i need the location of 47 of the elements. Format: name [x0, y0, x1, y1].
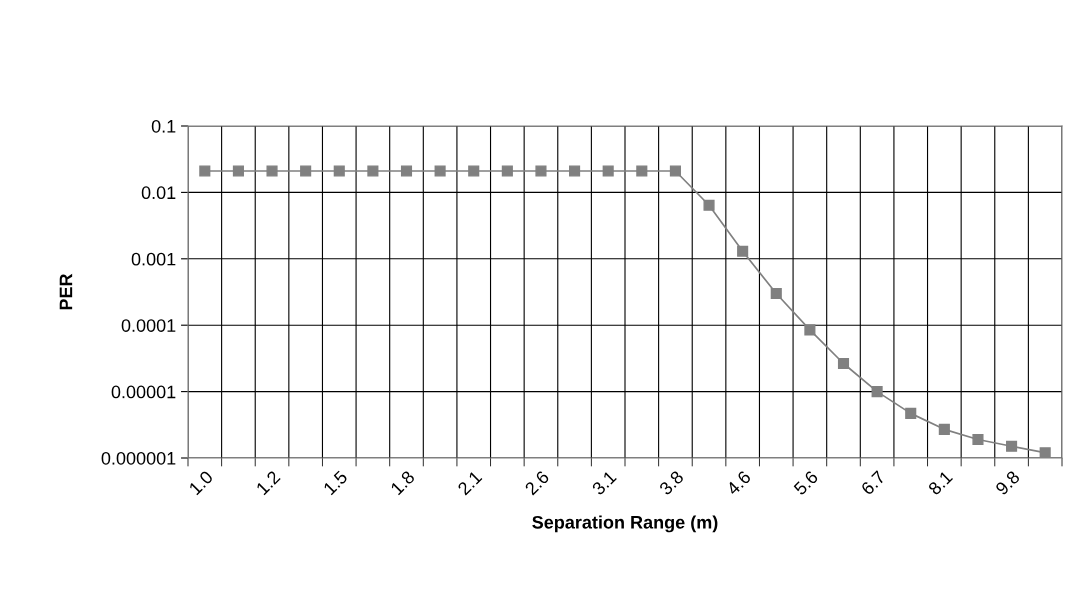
y-tick-label: 0.00001 — [111, 385, 176, 399]
point — [1039, 447, 1051, 458]
point — [804, 324, 816, 336]
point — [938, 423, 950, 435]
y-axis-title: PER — [59, 273, 73, 310]
point — [770, 287, 782, 300]
point — [468, 165, 480, 177]
point — [266, 165, 278, 177]
x-tick-label: 5.6 — [792, 470, 819, 496]
x-tick-label: 6.7 — [860, 470, 886, 496]
x-tick-label: 1.2 — [255, 470, 281, 496]
point — [333, 165, 345, 177]
point — [871, 386, 883, 398]
x-tick-label: 3.1 — [591, 470, 617, 496]
point — [602, 165, 614, 177]
x-tick-label: 9.8 — [994, 470, 1021, 496]
point — [535, 165, 547, 177]
x-tick-label: 1.5 — [322, 470, 349, 496]
x-tick-label: 2.6 — [524, 470, 550, 496]
point — [905, 407, 917, 419]
point — [367, 165, 379, 177]
point — [669, 165, 681, 177]
point — [501, 165, 513, 177]
y-tick-label: 0.0001 — [121, 319, 176, 332]
x-tick-label: 3.8 — [658, 470, 685, 496]
point — [972, 433, 984, 446]
y-tick-label: 0.000001 — [101, 451, 176, 465]
point — [1006, 440, 1018, 452]
point — [232, 165, 244, 177]
point — [837, 357, 850, 370]
point — [400, 165, 413, 177]
x-axis-title: Separation Range (m) — [532, 515, 718, 533]
x-tick-label: 1.8 — [390, 470, 416, 496]
point — [434, 165, 446, 177]
point — [737, 245, 749, 257]
point — [300, 165, 312, 177]
point — [636, 165, 648, 177]
x-tick-label: 1.0 — [188, 469, 214, 496]
point — [199, 165, 211, 177]
point — [703, 199, 715, 211]
y-tick-label: 0.1 — [151, 119, 176, 133]
y-tick-label: 0.01 — [141, 186, 176, 200]
point — [569, 165, 581, 177]
x-tick-label: 2.1 — [456, 470, 483, 496]
y-tick-label: 0.001 — [131, 252, 176, 266]
x-tick-label: 8.1 — [927, 470, 954, 496]
x-tick-label: 4.6 — [725, 470, 752, 496]
